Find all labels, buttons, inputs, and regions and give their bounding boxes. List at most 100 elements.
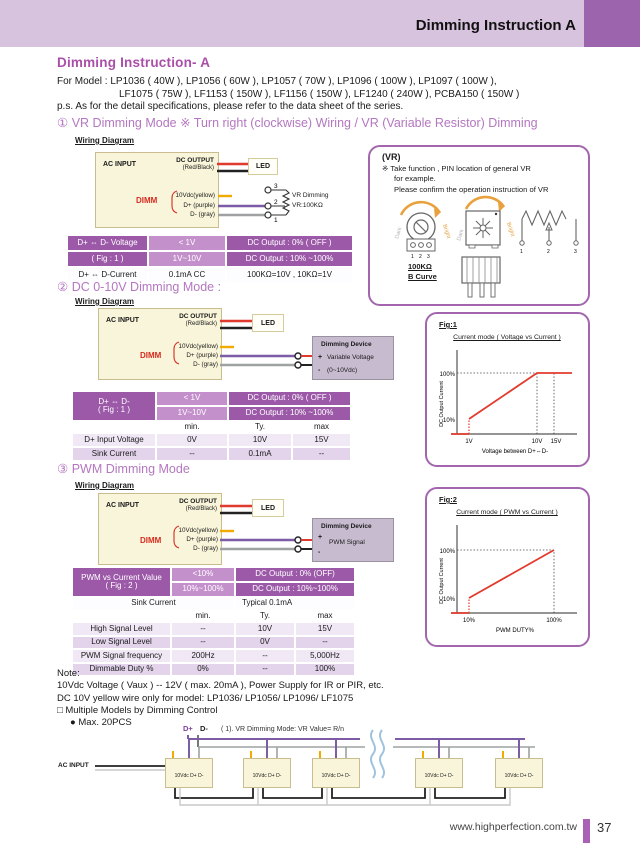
dimm-label-1: DIMM (136, 196, 158, 205)
table-cell: 10V (236, 623, 294, 635)
fig2-label: Fig:2 (439, 495, 457, 504)
footer-accent-bar (583, 819, 590, 843)
model-list-line2: LF1075 ( 75W ), LF1153 ( 150W ), LF1156 … (119, 88, 520, 100)
dc-output-sub-2: (Red/Black) (185, 321, 217, 327)
fig1-label: Fig:1 (439, 320, 457, 329)
table-cell (73, 611, 170, 621)
vr-pin3-label: 3 (274, 183, 278, 190)
psu-box-2 (98, 308, 222, 380)
wire-label-dminus-3: D- (gray) (193, 544, 218, 552)
table-cell: < 1V (149, 236, 225, 250)
table-cell: 10V (229, 434, 291, 446)
table-cell: 200Hz (172, 650, 234, 662)
section2-heading: ② DC 0-10V Dimming Mode : (57, 280, 222, 294)
table-cell: -- (296, 636, 355, 648)
dimm-label-3: DIMM (140, 536, 162, 545)
fig1-box: Fig:1 Current mode ( Voltage vs Current … (425, 312, 590, 467)
table-cell: 5,000Hz (296, 650, 355, 662)
table-cell: max (293, 422, 351, 432)
table-cell: <10% (172, 568, 234, 581)
device-line1-2: Variable Voltage (327, 354, 374, 361)
table-cell: DC Output : 0% ( OFF ) (229, 392, 351, 405)
table-cell: 1V~10V (149, 252, 225, 266)
table-cell: 100KΩ=10V , 10KΩ=1V (227, 268, 352, 282)
table-cell: ( Fig : 1 ) (68, 252, 147, 266)
vr-box-line3: Please confirm the operation instruction… (394, 185, 549, 194)
psu-module-4: 10Vdc D+ D- (415, 758, 463, 788)
ac-input-label-3: AC INPUT (106, 502, 140, 509)
multi-ac-input-label: AC INPUT (58, 762, 89, 769)
section1-heading: ① VR Dimming Mode ※ Turn right (clockwis… (57, 116, 538, 130)
dc-dimming-table: D+ ⇔ D- ( Fig : 1 ) < 1V DC Output : 0% … (71, 390, 352, 462)
table-cell: Dimmable Duty % (73, 663, 170, 675)
device-plus-2: + (318, 354, 323, 361)
vr-box-line2: for example. (394, 174, 436, 183)
table-cell: 100% (296, 663, 355, 675)
table-cell: 0.1mA (229, 448, 291, 460)
table-header-label: D+ ⇔ D- ( Fig : 1 ) (73, 392, 155, 420)
fig2-ytick-10: 10% (443, 597, 456, 603)
device-title-3: Dimming Device (321, 523, 372, 530)
table-cell: max (296, 611, 355, 621)
table-cell: min. (172, 611, 234, 621)
table-cell: DC Output : 0% (OFF) (236, 568, 355, 581)
pwm-dimming-table: PWM vs Current Value ( Fig : 2 ) <10% DC… (71, 566, 356, 677)
table-cell: 0V (157, 434, 227, 446)
fig1-ytick-100: 100% (440, 372, 456, 378)
section2-wiring-diagram-label: Wiring Diagram (75, 297, 135, 306)
vr-box-title: (VR) (382, 152, 401, 162)
dc-output-sub-1: (Red/Black) (182, 165, 214, 171)
dimm-bracket-3 (173, 525, 180, 549)
header-accent-square (584, 0, 640, 47)
table-cell: < 1V (157, 392, 227, 405)
rotate-arrow-icon (399, 200, 442, 216)
pot-pin3: 3 (427, 254, 430, 260)
wire-label-dplus-3: D+ (purple) (186, 535, 218, 543)
fig2-ytick-100: 100% (440, 549, 456, 555)
note-label: Note: (57, 668, 80, 679)
table-cell: Ty. (236, 611, 294, 621)
wire-label-10vdc-1: 10Vdc(yellow) (175, 191, 215, 199)
header-title: Dimming Instruction A (415, 17, 576, 34)
table-cell: min. (157, 422, 227, 432)
fig1-xtick-10v: 10V (532, 439, 543, 445)
multi-dminus-label: D- (200, 724, 208, 733)
psu-module-2: 10Vdc D+ D- (243, 758, 291, 788)
psu-module-5: 10Vdc D+ D- (495, 758, 543, 788)
fig1-chart: 100% 10% 1V 10V 15V DC Output Current Vo… (439, 350, 577, 455)
vr-value-label: VR:100KΩ (292, 201, 323, 209)
table-cell (73, 422, 155, 432)
table-cell: D+ ⇔ D-Current (68, 268, 147, 282)
note-line2: DC 10V yellow wire only for model: LP103… (57, 692, 354, 704)
table-cell: Ty. (229, 422, 291, 432)
table-cell: DC Output : 10% ~100% (229, 407, 351, 420)
device-line1-3: PWM Signal (329, 539, 365, 546)
multi-dplus-label: D+ (183, 724, 193, 733)
wire-break-icon (379, 729, 385, 779)
table-cell: High Signal Level (73, 623, 170, 635)
vr-pin1-label: 1 (274, 217, 278, 224)
psu-module-1: 10Vdc D+ D- (165, 758, 213, 788)
psu-box-1 (95, 152, 219, 228)
wiring-svg-1: 3 2 1 (171, 162, 291, 224)
schematic-pin1: 1 (520, 249, 523, 255)
trimmer-dark-label: Dark (456, 228, 465, 241)
device-minus-3: - (318, 549, 321, 556)
psu-box-3 (98, 493, 222, 565)
footer-url: www.highperfection.com.tw (449, 821, 577, 833)
table-cell: -- (172, 623, 234, 635)
vr-drawings: 1 2 3 Dark Bright Dark Bright 1 (394, 195, 579, 298)
table-cell: DC Output : 10% ~100% (227, 252, 352, 266)
dimm-bracket-1 (171, 190, 178, 214)
page-title: Dimming Instruction- A (57, 55, 211, 70)
fig2-chart: 100% 10% 10% 100% DC Output Current PWM … (439, 525, 577, 634)
wire-break-icon (370, 729, 376, 779)
fig2-xlabel: PWM DUTY% (496, 628, 535, 634)
fig2-ylabel: DC Output Current (439, 558, 445, 604)
vr-info-box: (VR) ※ Take function , PIN location of g… (368, 145, 590, 306)
pot-pin2: 2 (419, 254, 422, 260)
footer-page-number: 37 (597, 820, 612, 835)
note-line1: 10Vdc Voltage ( Vaux ) -- 12V ( max. 20m… (57, 680, 384, 691)
rotate-arrow-icon (464, 195, 506, 210)
table-cell: 0V (236, 636, 294, 648)
